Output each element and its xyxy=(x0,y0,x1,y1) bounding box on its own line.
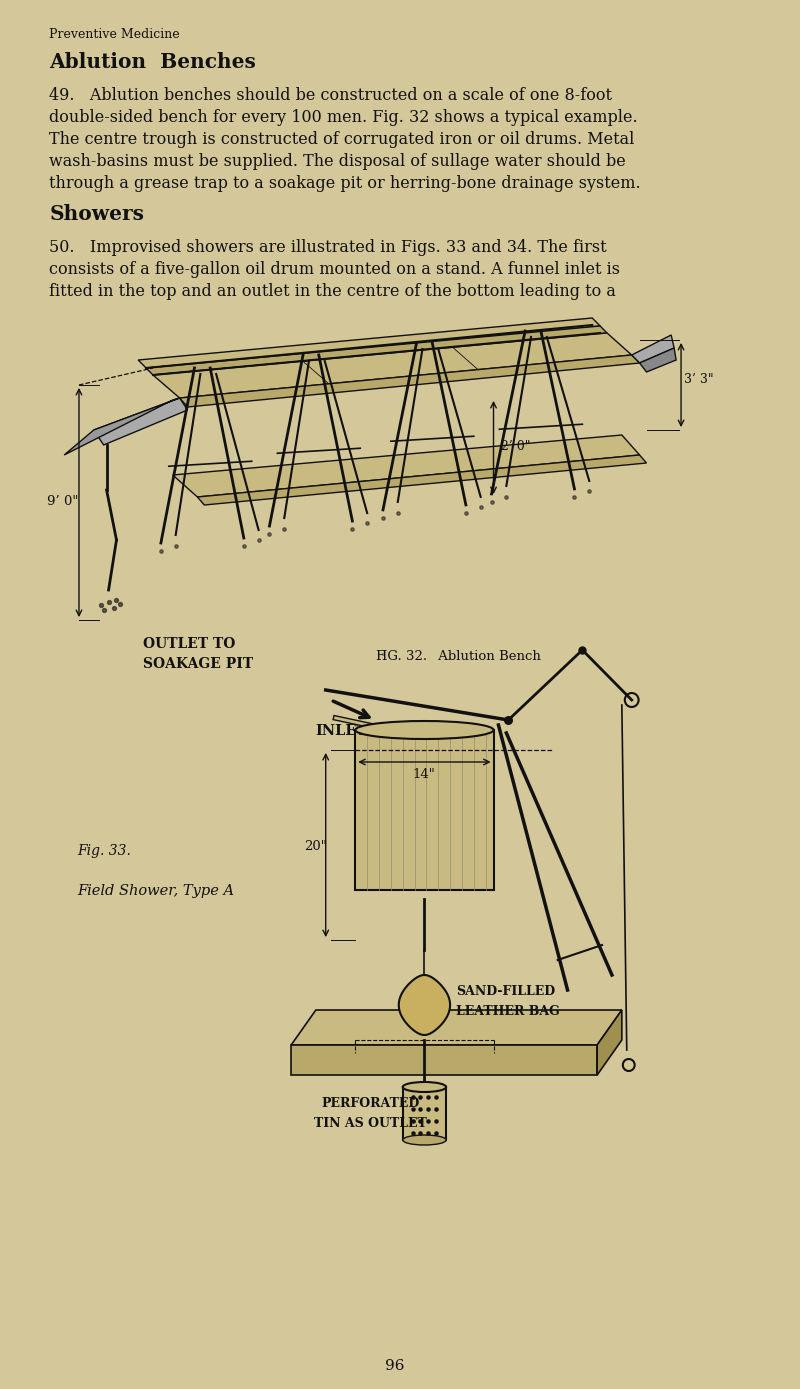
Point xyxy=(414,1110,427,1132)
Point xyxy=(406,1086,419,1108)
Text: Ablution Bench: Ablution Bench xyxy=(434,650,541,663)
Text: 96: 96 xyxy=(385,1358,405,1372)
Point xyxy=(459,501,472,524)
Point xyxy=(170,535,182,557)
Point xyxy=(406,1097,419,1120)
Point xyxy=(107,597,120,619)
Polygon shape xyxy=(138,318,600,368)
Point xyxy=(238,535,250,557)
Polygon shape xyxy=(146,326,607,375)
Point xyxy=(263,522,276,544)
Point xyxy=(474,496,487,518)
Polygon shape xyxy=(291,1010,622,1045)
Polygon shape xyxy=(180,356,639,407)
Point xyxy=(500,486,513,508)
Text: The centre trough is constructed of corrugated iron or oil drums. Metal: The centre trough is constructed of corr… xyxy=(50,131,634,149)
Text: INLET: INLET xyxy=(316,724,368,738)
Text: through a grease trap to a soakage pit or herring-bone drainage system.: through a grease trap to a soakage pit o… xyxy=(50,175,641,192)
Point xyxy=(102,590,115,613)
Text: F: F xyxy=(375,650,384,663)
Point xyxy=(278,518,290,540)
Ellipse shape xyxy=(402,1082,446,1092)
Polygon shape xyxy=(291,1045,597,1075)
Point xyxy=(430,1122,442,1145)
Text: consists of a five-gallon oil drum mounted on a stand. A funnel inlet is: consists of a five-gallon oil drum mount… xyxy=(50,261,620,278)
Text: 9’ 0": 9’ 0" xyxy=(47,494,78,508)
Point xyxy=(94,594,107,617)
Text: Fig. 33.: Fig. 33. xyxy=(77,845,131,858)
Point xyxy=(583,479,596,501)
Point xyxy=(576,639,589,661)
Point xyxy=(414,1086,427,1108)
Polygon shape xyxy=(597,1010,622,1075)
Polygon shape xyxy=(173,435,639,497)
Ellipse shape xyxy=(402,1135,446,1145)
Polygon shape xyxy=(94,399,187,444)
Text: SAND-FILLED: SAND-FILLED xyxy=(456,985,555,999)
Text: wash-basins must be supplied. The disposal of sullage water should be: wash-basins must be supplied. The dispos… xyxy=(50,153,626,169)
Text: LEATHER BAG: LEATHER BAG xyxy=(456,1006,560,1018)
Point xyxy=(568,486,581,508)
Point xyxy=(346,518,358,540)
Polygon shape xyxy=(153,333,632,399)
Point xyxy=(485,490,498,513)
Polygon shape xyxy=(398,975,450,1035)
Point xyxy=(98,599,110,621)
Polygon shape xyxy=(402,1088,446,1140)
Text: 2’ 0": 2’ 0" xyxy=(502,440,531,453)
Point xyxy=(422,1122,434,1145)
Text: Preventive Medicine: Preventive Medicine xyxy=(50,28,180,42)
Point xyxy=(114,593,127,615)
Point xyxy=(377,507,390,529)
Text: 49.   Ablution benches should be constructed on a scale of one 8-foot: 49. Ablution benches should be construct… xyxy=(50,88,612,104)
Polygon shape xyxy=(198,456,646,506)
Point xyxy=(422,1086,434,1108)
Text: fitted in the top and an outlet in the centre of the bottom leading to a: fitted in the top and an outlet in the c… xyxy=(50,283,616,300)
Text: IG. 32.: IG. 32. xyxy=(382,650,427,663)
Text: 14": 14" xyxy=(413,768,435,781)
Point xyxy=(502,708,514,731)
Ellipse shape xyxy=(355,721,494,739)
Text: TIN AS OUTLET: TIN AS OUTLET xyxy=(314,1117,426,1131)
Point xyxy=(422,1097,434,1120)
Text: double-sided bench for every 100 men. Fig. 32 shows a typical example.: double-sided bench for every 100 men. Fi… xyxy=(50,108,638,126)
Polygon shape xyxy=(355,731,494,890)
Text: PERFORATED: PERFORATED xyxy=(321,1097,419,1110)
Point xyxy=(414,1097,427,1120)
Text: Field Shower, Type A: Field Shower, Type A xyxy=(77,883,234,899)
Polygon shape xyxy=(64,399,180,456)
Text: Showers: Showers xyxy=(50,204,144,224)
Point xyxy=(406,1110,419,1132)
Text: 50.   Improvised showers are illustrated in Figs. 33 and 34. The first: 50. Improvised showers are illustrated i… xyxy=(50,239,607,256)
Polygon shape xyxy=(632,335,674,363)
Text: 3’ 3": 3’ 3" xyxy=(684,374,714,386)
Point xyxy=(110,589,123,611)
Point xyxy=(406,1122,419,1145)
Point xyxy=(430,1086,442,1108)
Text: OUTLET TO: OUTLET TO xyxy=(143,638,235,651)
Point xyxy=(154,540,167,563)
Point xyxy=(252,529,265,551)
Point xyxy=(430,1097,442,1120)
Text: 20": 20" xyxy=(304,840,326,853)
Point xyxy=(391,501,404,524)
Polygon shape xyxy=(639,349,676,372)
Point xyxy=(361,513,374,535)
Point xyxy=(414,1122,427,1145)
Point xyxy=(422,1110,434,1132)
Point xyxy=(430,1110,442,1132)
Text: Ablution  Benches: Ablution Benches xyxy=(50,51,256,72)
Text: SOAKAGE PIT: SOAKAGE PIT xyxy=(143,657,254,671)
